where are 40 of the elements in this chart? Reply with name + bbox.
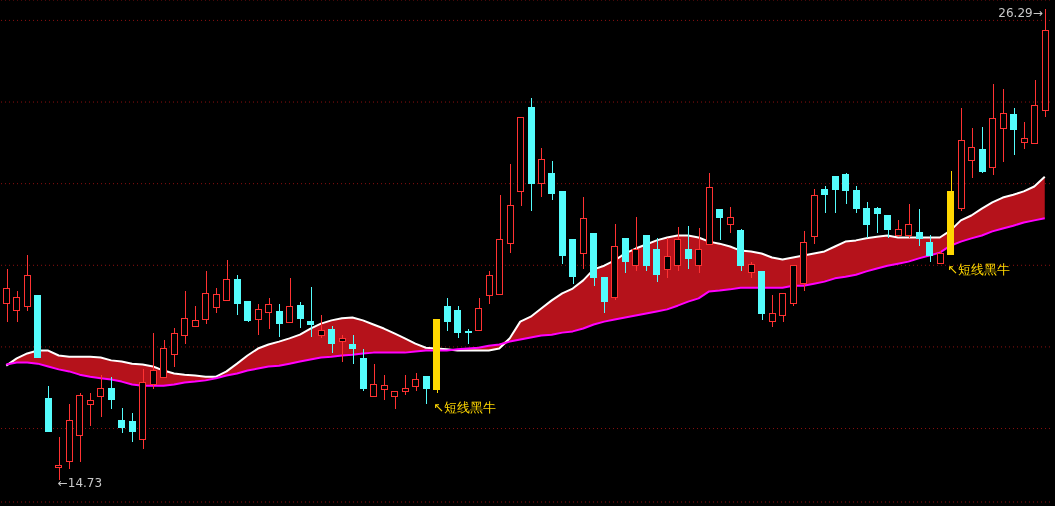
candlestick (443, 297, 451, 332)
candlestick (684, 225, 692, 270)
candlestick (915, 208, 923, 247)
candlestick (506, 163, 514, 254)
candlestick (548, 160, 556, 201)
candlestick (674, 226, 682, 272)
candlestick (275, 303, 283, 338)
candlestick (1020, 121, 1028, 150)
annotation: 26.29→ (998, 5, 1043, 20)
candlestick (338, 334, 346, 363)
candlestick (768, 294, 776, 327)
candlestick (800, 230, 808, 292)
candlestick (1041, 8, 1049, 118)
candlestick (663, 237, 671, 279)
candlestick (894, 219, 902, 236)
candlestick (978, 126, 986, 172)
candlestick (107, 376, 115, 410)
candlestick (359, 348, 367, 392)
candlestick (349, 334, 357, 365)
candlestick (265, 297, 273, 330)
candlestick (989, 83, 997, 176)
candlestick (968, 127, 976, 179)
candlestick (527, 97, 535, 212)
candlestick (747, 261, 755, 279)
annotation: ←14.73 (57, 476, 103, 491)
candlestick (86, 392, 94, 427)
annotation: ↖短线黑牛 (433, 399, 497, 415)
annotation: ↖短线黑牛 (947, 261, 1011, 277)
candlestick (233, 274, 241, 316)
candlestick (139, 368, 147, 450)
candlestick (537, 147, 545, 198)
candlestick (999, 88, 1007, 163)
candlestick (254, 303, 262, 336)
candlestick (3, 268, 10, 323)
candlestick (579, 196, 587, 270)
candlestick (307, 286, 315, 338)
candlestick (380, 374, 388, 401)
candlestick (128, 412, 136, 443)
candlestick (653, 237, 661, 283)
candlestick (97, 374, 105, 418)
